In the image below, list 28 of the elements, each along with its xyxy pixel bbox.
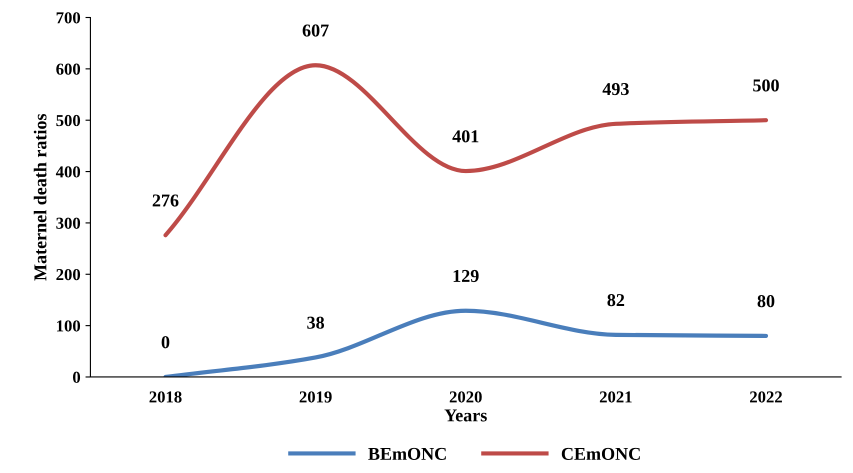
- y-axis-title: Maternel death ratios: [34, 114, 46, 281]
- data-label: 607: [302, 24, 329, 37]
- y-tick-label: 100: [57, 320, 80, 332]
- data-label: 82: [607, 294, 624, 306]
- x-tick-label: 2019: [300, 391, 332, 403]
- data-label: 129: [454, 270, 479, 282]
- y-tick-label: 0: [73, 372, 80, 383]
- data-label: 38: [307, 316, 324, 329]
- data-label: 80: [758, 295, 774, 308]
- x-axis-title: Years: [444, 409, 487, 422]
- y-tick-label: 300: [56, 218, 80, 229]
- data-label: 401: [452, 130, 478, 142]
- y-tick-label: 500: [56, 114, 80, 126]
- x-tick-label: 2020: [450, 391, 482, 403]
- data-label: 493: [602, 83, 629, 96]
- data-label: 500: [753, 79, 779, 92]
- line-series: [163, 308, 768, 377]
- x-tick-label: 2022: [750, 391, 782, 403]
- data-label: 276: [152, 194, 178, 207]
- y-tick-label: 600: [56, 64, 80, 75]
- x-tick-label: 2021: [600, 391, 632, 403]
- legend-label: BEmONC: [368, 448, 446, 460]
- x-tick-label: 2018: [150, 391, 182, 403]
- data-label: 0: [162, 336, 170, 348]
- y-tick-label: 200: [56, 268, 80, 280]
- y-tick-label: 700: [56, 12, 80, 24]
- y-tick-label: 400: [56, 166, 80, 178]
- legend-label: CEmONC: [562, 448, 640, 460]
